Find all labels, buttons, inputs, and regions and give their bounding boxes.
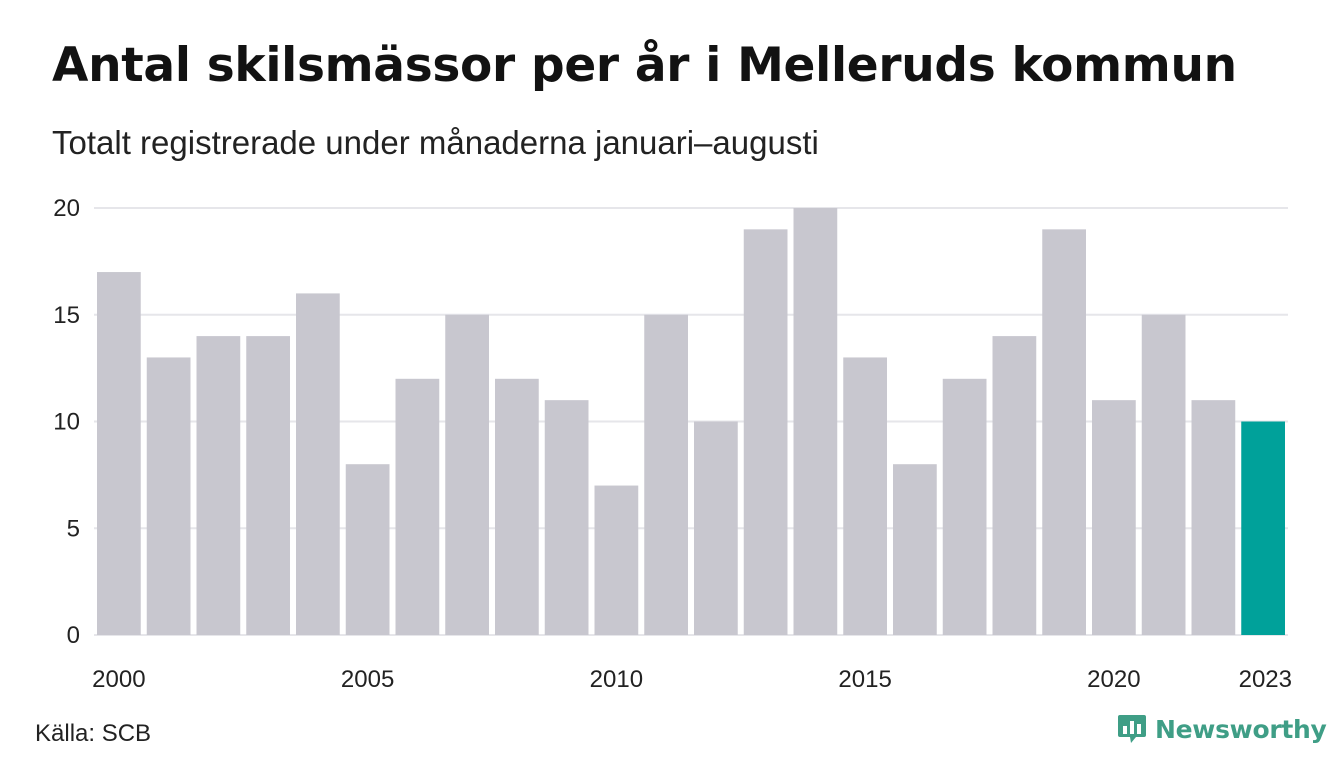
x-tick-label: 2015 bbox=[838, 666, 891, 693]
bar-2014 bbox=[793, 208, 838, 635]
bar-2013 bbox=[743, 229, 788, 635]
bar-2006 bbox=[395, 378, 440, 635]
bar-2019 bbox=[1042, 229, 1086, 635]
chart-title: Antal skilsmässor per år i Melleruds kom… bbox=[52, 38, 1237, 93]
bar-2022 bbox=[1191, 400, 1236, 635]
source-note: Källa: SCB bbox=[35, 720, 152, 747]
x-tick-label: 2000 bbox=[92, 666, 145, 693]
newsworthy-logo-icon bbox=[1118, 715, 1146, 743]
bar-2023 bbox=[1241, 421, 1285, 635]
chart-subtitle: Totalt registrerade under månaderna janu… bbox=[52, 124, 819, 161]
bar-2010 bbox=[594, 485, 639, 635]
x-tick-label: 2010 bbox=[590, 666, 643, 693]
bar-2011 bbox=[644, 314, 688, 635]
bar-2012 bbox=[694, 421, 738, 635]
y-tick-label: 5 bbox=[67, 515, 80, 542]
bar-2015 bbox=[843, 357, 887, 635]
bar-2017 bbox=[942, 378, 987, 635]
bar-2007 bbox=[445, 314, 489, 635]
y-tick-label: 10 bbox=[53, 409, 80, 436]
y-tick-label: 20 bbox=[53, 195, 80, 222]
y-tick-label: 0 bbox=[67, 622, 80, 649]
bars bbox=[97, 208, 1285, 635]
bar-2003 bbox=[246, 336, 290, 635]
newsworthy-logo[interactable]: Newsworthy bbox=[1117, 713, 1327, 745]
bar-2004 bbox=[296, 293, 340, 635]
brand-name: Newsworthy bbox=[1155, 714, 1327, 744]
x-tick-label: 2005 bbox=[341, 666, 394, 693]
x-tick-label: 2023 bbox=[1239, 666, 1292, 693]
bar-2009 bbox=[544, 400, 589, 635]
x-tick-label: 2020 bbox=[1087, 666, 1140, 693]
x-axis-ticks: 2000 2005 2010 2015 2020 2023 bbox=[92, 666, 1292, 693]
y-tick-label: 15 bbox=[53, 302, 80, 329]
grid-lines bbox=[94, 207, 1288, 636]
bar-2016 bbox=[893, 464, 937, 635]
bar-2021 bbox=[1141, 314, 1186, 635]
bar-2001 bbox=[146, 357, 191, 635]
bar-2000 bbox=[97, 272, 141, 635]
bar-2005 bbox=[345, 464, 390, 635]
bar-2018 bbox=[992, 336, 1037, 635]
bar-2020 bbox=[1092, 400, 1136, 635]
bar-2008 bbox=[495, 378, 539, 635]
y-axis-ticks: 0 5 10 15 20 bbox=[53, 195, 80, 649]
bar-2002 bbox=[196, 336, 241, 635]
